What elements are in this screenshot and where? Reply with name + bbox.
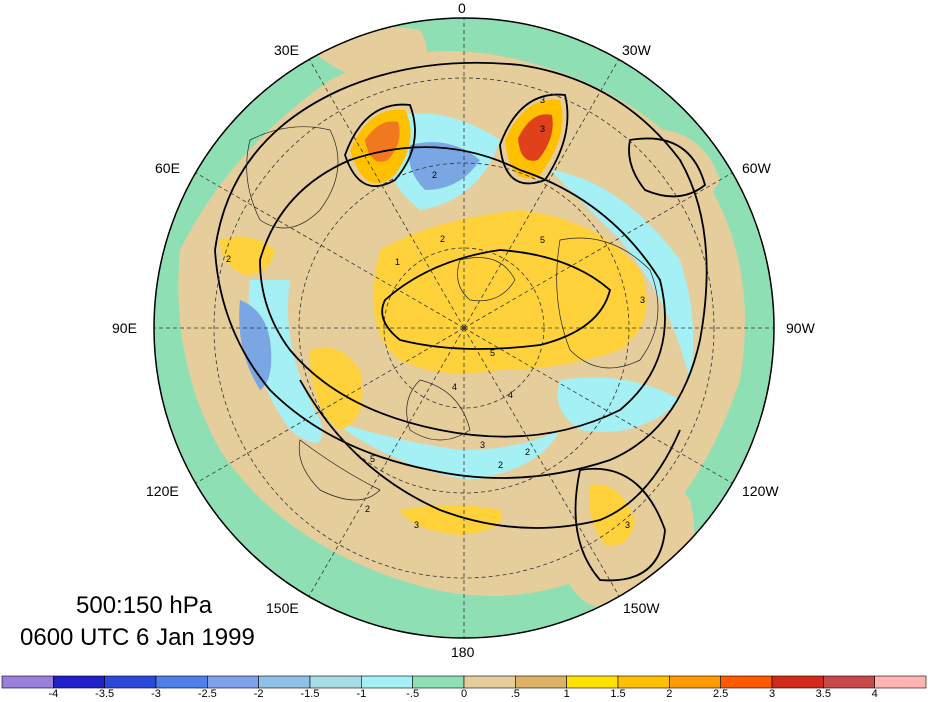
colorbar-tick-label: -2.5 [197, 688, 217, 700]
colorbar-tick-label: .5 [510, 688, 520, 700]
contour-label: 5 [540, 235, 545, 245]
contour-label: 2 [498, 460, 503, 470]
blue-band-west [239, 300, 272, 390]
lon-label-120e: 120E [146, 483, 179, 499]
contour-label: 3 [625, 520, 630, 530]
colorbar-swatch [104, 675, 157, 689]
colorbar-tick-label: -2 [253, 688, 264, 700]
colorbar-swatch [1, 675, 54, 689]
cyan-band-east [550, 170, 694, 380]
contour-line [499, 93, 569, 185]
colorbar-tick-label: 0 [460, 688, 468, 700]
colorbar-tick-label: -3.5 [95, 688, 115, 700]
colorbar-swatch [720, 675, 773, 689]
lon-label-90w: 90W [786, 320, 815, 336]
max-core-nw [365, 121, 400, 162]
colorbar-swatch [155, 675, 208, 689]
colorbar-swatch [258, 675, 311, 689]
lon-label-90e: 90E [112, 320, 137, 336]
colorbar-swatch [566, 675, 619, 689]
cyan-band-south [330, 420, 560, 480]
lon-label-60e: 60E [155, 160, 180, 176]
lon-label-120w: 120W [742, 483, 779, 499]
tan-region-atlantic [627, 128, 720, 207]
contour-line [628, 137, 707, 198]
lon-label-0: 0 [458, 0, 466, 16]
colorbar-tick-label: 2 [666, 688, 673, 700]
lon-label-30e: 30E [274, 42, 299, 58]
colorbar-tick-label: 1 [563, 688, 570, 700]
map-title-levels: 500:150 hPa [76, 592, 213, 619]
max-core-ne [518, 114, 553, 161]
colorbar-swatch [617, 675, 670, 689]
contour-label: 3 [540, 95, 545, 105]
cyan-band-west [248, 280, 322, 443]
contour-label: 2 [432, 170, 437, 180]
contour-line [299, 379, 681, 529]
colorbar-tick-label: -4 [48, 688, 59, 700]
contour-label: 4 [508, 390, 513, 400]
contour-label: 2 [440, 234, 445, 244]
colorbar-tick-label: -.5 [406, 688, 420, 700]
colorbar-swatch [207, 675, 259, 689]
contour-label: 2 [525, 447, 530, 457]
colorbar-swatch [515, 675, 567, 689]
contour-label: 1 [395, 257, 400, 267]
contour-line [214, 61, 708, 479]
cyan-region-se [557, 377, 680, 432]
colorbar-swatch [309, 675, 362, 689]
colorbar-tick-label: -3 [151, 688, 161, 700]
contour-label: 3 [414, 520, 419, 530]
lon-label-30w: 30W [622, 42, 651, 58]
map-title-datetime: 0600 UTC 6 Jan 1999 [20, 624, 255, 651]
colorbar-swatch [874, 675, 927, 689]
contour-label: 5 [490, 348, 495, 358]
contour-label: 3 [540, 124, 545, 134]
lon-label-180: 180 [451, 644, 475, 660]
map-boundary [153, 17, 775, 639]
graticule [154, 18, 774, 638]
yellow-region-far-west [220, 236, 275, 275]
contour-label: 2 [226, 254, 231, 264]
colorbar-tick-label: 3.5 [815, 688, 831, 700]
blue-region-north [409, 142, 480, 190]
contour-label: 5 [370, 454, 375, 464]
contour-label: 4 [452, 382, 457, 392]
contour-lines [214, 61, 708, 582]
contour-line [381, 249, 612, 350]
contour-label: 3 [480, 440, 485, 450]
colorbar-swatch [412, 675, 465, 689]
lon-label-150w: 150W [623, 600, 660, 616]
contour-line [344, 103, 416, 188]
colorbar-tick-label: 2.5 [713, 688, 729, 700]
colorbar-tick-label: 1.5 [610, 688, 626, 700]
colorbar-swatch [463, 675, 516, 689]
colorbar-tick-label: 3 [768, 688, 776, 700]
colorbar-tick-label: -1 [356, 688, 367, 700]
lon-label-150e: 150E [266, 600, 299, 616]
colorbar-swatch [771, 675, 824, 689]
contour-label: 2 [365, 504, 370, 514]
colorbar-swatch [669, 675, 721, 689]
contour-label: 3 [640, 295, 645, 305]
yellow-region-south [400, 505, 502, 535]
map-field [154, 18, 774, 638]
colorbar-swatch [361, 675, 413, 689]
colorbar-swatch [823, 675, 875, 689]
colorbar-tick-label: -1.5 [300, 688, 320, 700]
lon-label-60w: 60W [742, 160, 771, 176]
coastlines [246, 126, 659, 501]
contour-line [574, 467, 666, 582]
contour-line [259, 146, 666, 438]
colorbar-tick-label: 4 [871, 688, 878, 700]
colorbar-swatch [53, 675, 105, 689]
